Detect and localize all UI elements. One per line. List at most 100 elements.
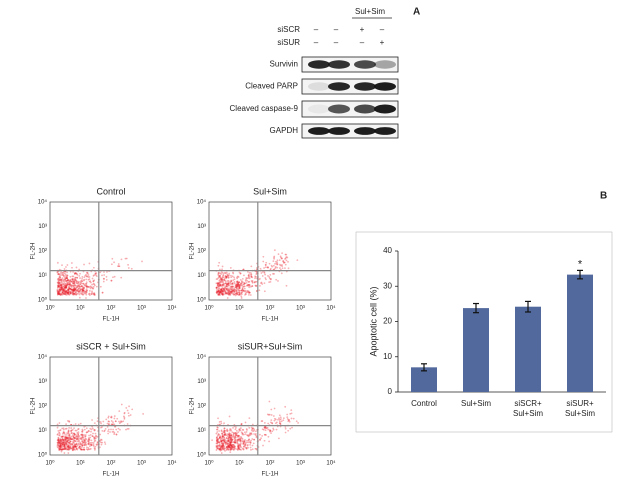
event-dot xyxy=(252,430,254,433)
event-dot xyxy=(221,290,224,293)
event-dot xyxy=(63,292,66,295)
y-tick-label: 10⁰ xyxy=(197,452,207,459)
event-dot xyxy=(289,427,292,430)
event-dot xyxy=(66,436,69,439)
event-dot xyxy=(70,288,73,291)
event-dot xyxy=(222,445,225,447)
event-dot xyxy=(71,446,74,448)
event-dot xyxy=(76,282,79,285)
event-dot xyxy=(229,434,232,437)
event-dot xyxy=(218,436,221,439)
event-dot xyxy=(240,431,243,434)
event-dot xyxy=(270,408,273,411)
event-dot xyxy=(78,437,80,439)
event-dot xyxy=(68,291,71,293)
event-dot xyxy=(64,448,67,451)
event-dot xyxy=(220,440,223,443)
event-dot xyxy=(74,443,77,446)
event-dot xyxy=(216,287,218,289)
event-dot xyxy=(228,446,230,448)
event-dot xyxy=(63,432,66,435)
event-dot xyxy=(89,280,92,283)
event-dot xyxy=(264,433,267,436)
event-dot xyxy=(223,284,225,287)
event-dot xyxy=(60,290,62,293)
event-dot xyxy=(57,291,60,293)
event-dot xyxy=(215,428,218,431)
event-dot xyxy=(68,447,70,450)
event-dot xyxy=(239,441,242,443)
event-dot xyxy=(221,284,224,287)
event-dot xyxy=(61,282,64,285)
event-dot xyxy=(73,272,76,275)
event-dot xyxy=(231,446,234,449)
band xyxy=(354,127,376,135)
event-dot xyxy=(65,277,67,280)
event-dot xyxy=(220,291,222,293)
event-dot xyxy=(281,267,284,270)
event-dot xyxy=(86,448,89,451)
event-dot xyxy=(105,418,108,421)
event-dot xyxy=(63,287,66,290)
event-dot xyxy=(60,446,63,449)
event-dot xyxy=(79,445,81,448)
event-dot xyxy=(254,434,257,436)
event-dot xyxy=(57,282,60,285)
event-dot xyxy=(67,289,70,292)
event-dot xyxy=(108,423,110,426)
event-dot xyxy=(216,292,218,295)
event-dot xyxy=(227,449,230,451)
event-dot xyxy=(223,427,226,430)
band xyxy=(374,127,396,135)
event-dot xyxy=(250,280,253,282)
event-dot xyxy=(60,439,63,442)
event-dot xyxy=(60,441,63,444)
event-dot xyxy=(250,275,253,278)
event-dot xyxy=(222,287,225,290)
event-dot xyxy=(238,448,241,451)
event-dot xyxy=(272,428,275,431)
event-dot xyxy=(59,444,62,447)
event-dot xyxy=(68,280,71,282)
event-dot xyxy=(71,278,74,281)
event-dot xyxy=(62,288,65,291)
event-dot xyxy=(61,277,64,280)
event-dot xyxy=(58,422,61,424)
event-dot xyxy=(247,284,250,287)
event-dot xyxy=(62,448,65,450)
event-dot xyxy=(217,272,220,275)
event-dot xyxy=(62,288,65,291)
band xyxy=(308,127,330,135)
event-dot xyxy=(229,440,232,443)
event-dot xyxy=(221,445,223,448)
event-dot xyxy=(217,285,220,288)
event-dot xyxy=(232,443,235,446)
event-dot xyxy=(63,286,66,289)
event-dot xyxy=(72,445,74,448)
event-dot xyxy=(228,446,230,448)
event-dot xyxy=(72,290,74,292)
event-dot xyxy=(233,278,236,281)
event-dot xyxy=(81,289,84,292)
event-dot xyxy=(61,287,64,290)
event-dot xyxy=(232,293,235,296)
event-dot xyxy=(100,439,103,441)
event-dot xyxy=(61,427,64,430)
event-dot xyxy=(219,284,222,287)
event-dot xyxy=(234,441,237,444)
event-dot xyxy=(94,273,97,275)
event-dot xyxy=(75,273,78,275)
event-dot xyxy=(79,277,81,279)
event-dot xyxy=(60,283,62,286)
event-dot xyxy=(217,417,219,420)
event-dot xyxy=(66,283,68,285)
event-dot xyxy=(228,435,231,438)
event-dot xyxy=(59,274,61,276)
event-dot xyxy=(82,289,85,292)
event-dot xyxy=(78,284,80,287)
event-dot xyxy=(222,444,225,446)
event-dot xyxy=(222,289,224,291)
event-dot xyxy=(65,436,68,439)
event-dot xyxy=(216,447,218,450)
event-dot xyxy=(113,261,115,264)
